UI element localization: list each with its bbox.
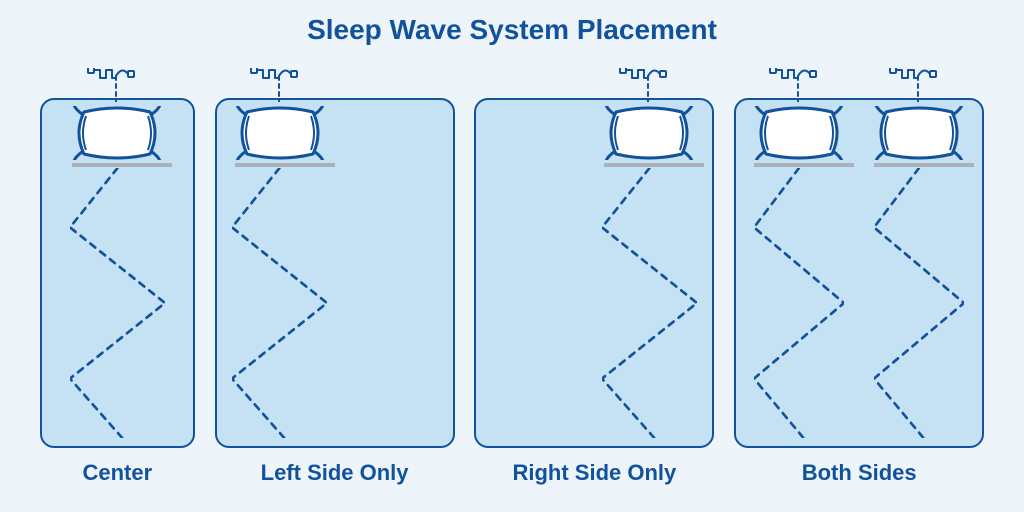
panel-left: Left Side Only <box>215 68 455 486</box>
zigzag <box>232 168 327 438</box>
panel-caption: Center <box>82 460 152 486</box>
panel-caption: Left Side Only <box>261 460 409 486</box>
pillow-group <box>72 68 162 167</box>
pillow-icon <box>874 106 964 160</box>
zigzag <box>602 168 697 438</box>
mat-wrap <box>474 68 714 448</box>
pillow-group <box>235 68 325 167</box>
cable-icon <box>235 68 325 98</box>
mat-wrap <box>215 68 455 448</box>
cable-icon <box>72 68 162 98</box>
cable-icon <box>754 68 844 98</box>
shelf <box>235 163 335 167</box>
zigzag <box>70 168 165 438</box>
pillow-group <box>754 68 844 167</box>
page-title: Sleep Wave System Placement <box>0 0 1024 46</box>
panel-right: Right Side Only <box>474 68 714 486</box>
cable-icon <box>874 68 964 98</box>
cable-icon <box>604 68 694 98</box>
pillow-icon <box>72 106 162 160</box>
pillow-group <box>874 68 964 167</box>
panel-caption: Right Side Only <box>512 460 676 486</box>
shelf <box>874 163 974 167</box>
pillow-icon <box>235 106 325 160</box>
zigzag <box>874 168 964 438</box>
pillow-group <box>604 68 694 167</box>
panel-caption: Both Sides <box>802 460 917 486</box>
mat-wrap <box>734 68 984 448</box>
pillow-icon <box>604 106 694 160</box>
zigzag <box>754 168 844 438</box>
shelf <box>604 163 704 167</box>
pillow-icon <box>754 106 844 160</box>
panel-both: Both Sides <box>734 68 984 486</box>
panels-row: Center Left Side Only Right Side Only Both … <box>0 68 1024 486</box>
shelf <box>72 163 172 167</box>
panel-center: Center <box>40 68 195 486</box>
shelf <box>754 163 854 167</box>
mat-wrap <box>40 68 195 448</box>
